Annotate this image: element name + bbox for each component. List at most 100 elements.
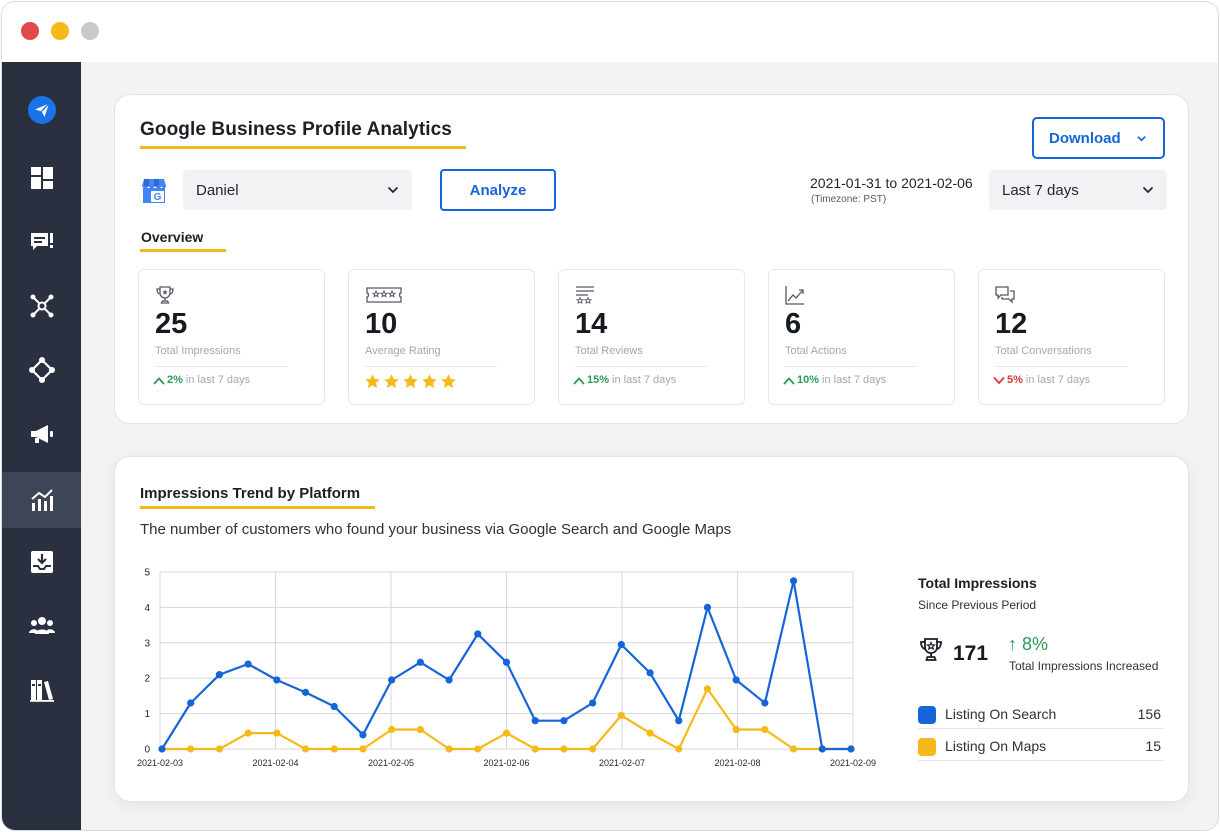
total-impressions-value: 171: [953, 642, 989, 665]
close-window-button[interactable]: [21, 22, 39, 40]
series-point: [531, 745, 539, 753]
stat-total-reviews: 14 Total Reviews 15% in last 7 days: [558, 269, 745, 405]
series-point: [531, 717, 539, 725]
x-tick-label: 2021-02-04: [252, 758, 298, 768]
trophy-icon: [156, 286, 174, 304]
rating-badge-icon: [366, 287, 402, 303]
series-point: [474, 630, 482, 638]
legend-item-search: Listing On Search 156: [918, 703, 1163, 729]
y-tick-label: 2: [144, 674, 150, 685]
x-tick-label: 2021-02-03: [137, 758, 183, 768]
x-tick-label: 2021-02-06: [483, 758, 529, 768]
series-point: [675, 745, 683, 753]
dashboard-grid-icon: [30, 167, 53, 189]
sidebar-item-downloads[interactable]: [2, 534, 81, 590]
y-tick-label: 4: [144, 603, 150, 614]
series-point: [617, 711, 625, 719]
y-tick-label: 5: [144, 568, 150, 579]
stat-value: 12: [995, 308, 1028, 340]
legend-swatch: [918, 706, 936, 724]
stat-total-impressions: 25 Total Impressions 2% in last 7 days: [138, 269, 325, 405]
sidebar-item-analytics[interactable]: [2, 472, 81, 528]
sidebar-item-team[interactable]: [2, 598, 81, 654]
series-point: [560, 717, 568, 725]
series-point: [818, 745, 826, 753]
inbox-download-icon: [30, 551, 53, 573]
overview-underline: [140, 249, 226, 252]
megaphone-icon: [30, 425, 53, 443]
minimize-window-button[interactable]: [51, 22, 69, 40]
series-point: [761, 699, 769, 707]
stat-change: 15% in last 7 days: [573, 374, 676, 386]
y-tick-label: 0: [144, 745, 150, 756]
series-point: [617, 640, 625, 649]
arrow-up-icon: [153, 376, 165, 385]
stat-divider: [155, 366, 287, 367]
stat-average-rating: 10 Average Rating: [348, 269, 535, 405]
zoom-window-button[interactable]: [81, 22, 99, 40]
team-users-icon: [28, 617, 55, 634]
chevron-down-icon: [1137, 136, 1146, 142]
star-icon: [384, 374, 399, 388]
sidebar-item-dashboard[interactable]: [2, 150, 81, 206]
trend-line-icon: [785, 286, 804, 305]
stat-change-percent: 2%: [167, 374, 183, 386]
legend-value: 156: [1137, 706, 1161, 722]
series-point: [502, 658, 511, 666]
stat-label: Total Reviews: [575, 345, 643, 357]
series-point: [158, 745, 166, 753]
series-point: [646, 729, 654, 737]
y-tick-label: 3: [144, 638, 150, 649]
series-point: [560, 745, 568, 753]
series-point: [416, 658, 424, 666]
x-tick-label: 2021-02-09: [830, 758, 876, 768]
total-impressions-change-label: Total Impressions Increased: [1009, 659, 1159, 673]
series-point: [416, 725, 424, 734]
sidebar-item-library[interactable]: [2, 662, 81, 718]
message-alert-icon: [30, 233, 53, 250]
legend-value: 15: [1145, 738, 1161, 754]
library-books-icon: [29, 680, 54, 702]
stat-divider: [575, 366, 707, 367]
chart-section-title: Impressions Trend by Platform: [140, 485, 361, 502]
stat-label: Total Impressions: [155, 345, 241, 357]
series-point: [589, 745, 597, 753]
profile-select-value: Daniel: [196, 181, 239, 199]
stat-change-percent: 15%: [587, 374, 610, 386]
series-point: [301, 745, 310, 753]
sidebar-item-home[interactable]: [2, 82, 81, 138]
series-point: [273, 676, 281, 684]
svg-text:G: G: [154, 192, 162, 203]
stat-change: 2% in last 7 days: [153, 374, 250, 386]
analytics-chart-icon: [30, 489, 53, 511]
series-point: [675, 717, 683, 725]
stat-divider: [785, 366, 917, 367]
star-icon: [403, 374, 418, 388]
sidebar-item-integrations[interactable]: [2, 342, 81, 398]
timezone-text: (Timezone: PST): [811, 194, 887, 205]
stat-value: 25: [155, 308, 188, 340]
impressions-line-chart: 0 1 2 3 4 5 2021-02-03 2021-02-04 2021-02-05 2021…: [137, 568, 876, 769]
page-title: Google Business Profile Analytics: [140, 119, 452, 140]
sidebar-item-network[interactable]: [2, 278, 81, 334]
download-button[interactable]: Download: [1032, 117, 1165, 159]
total-impressions-subtitle: Since Previous Period: [918, 598, 1037, 612]
arrow-up-icon: [783, 376, 795, 385]
impressions-trend-card: Impressions Trend by Platform The number…: [114, 456, 1189, 802]
conversation-icon: [995, 286, 1015, 304]
stat-divider: [995, 366, 1127, 367]
stat-value: 10: [365, 308, 398, 340]
profile-select[interactable]: Daniel: [183, 170, 412, 210]
stat-change-period: in last 7 days: [1025, 374, 1091, 386]
stat-label: Total Actions: [785, 345, 847, 357]
stat-divider: [365, 366, 497, 367]
stat-change-period: in last 7 days: [612, 374, 677, 386]
stat-change: 10% in last 7 days: [783, 374, 886, 386]
date-range-select[interactable]: Last 7 days: [989, 170, 1167, 210]
sidebar-item-campaigns[interactable]: [2, 406, 81, 462]
analyze-button[interactable]: Analyze: [440, 169, 556, 211]
sidebar-item-messages[interactable]: [2, 214, 81, 270]
star-icon: [422, 374, 437, 388]
series-point: [330, 745, 338, 753]
